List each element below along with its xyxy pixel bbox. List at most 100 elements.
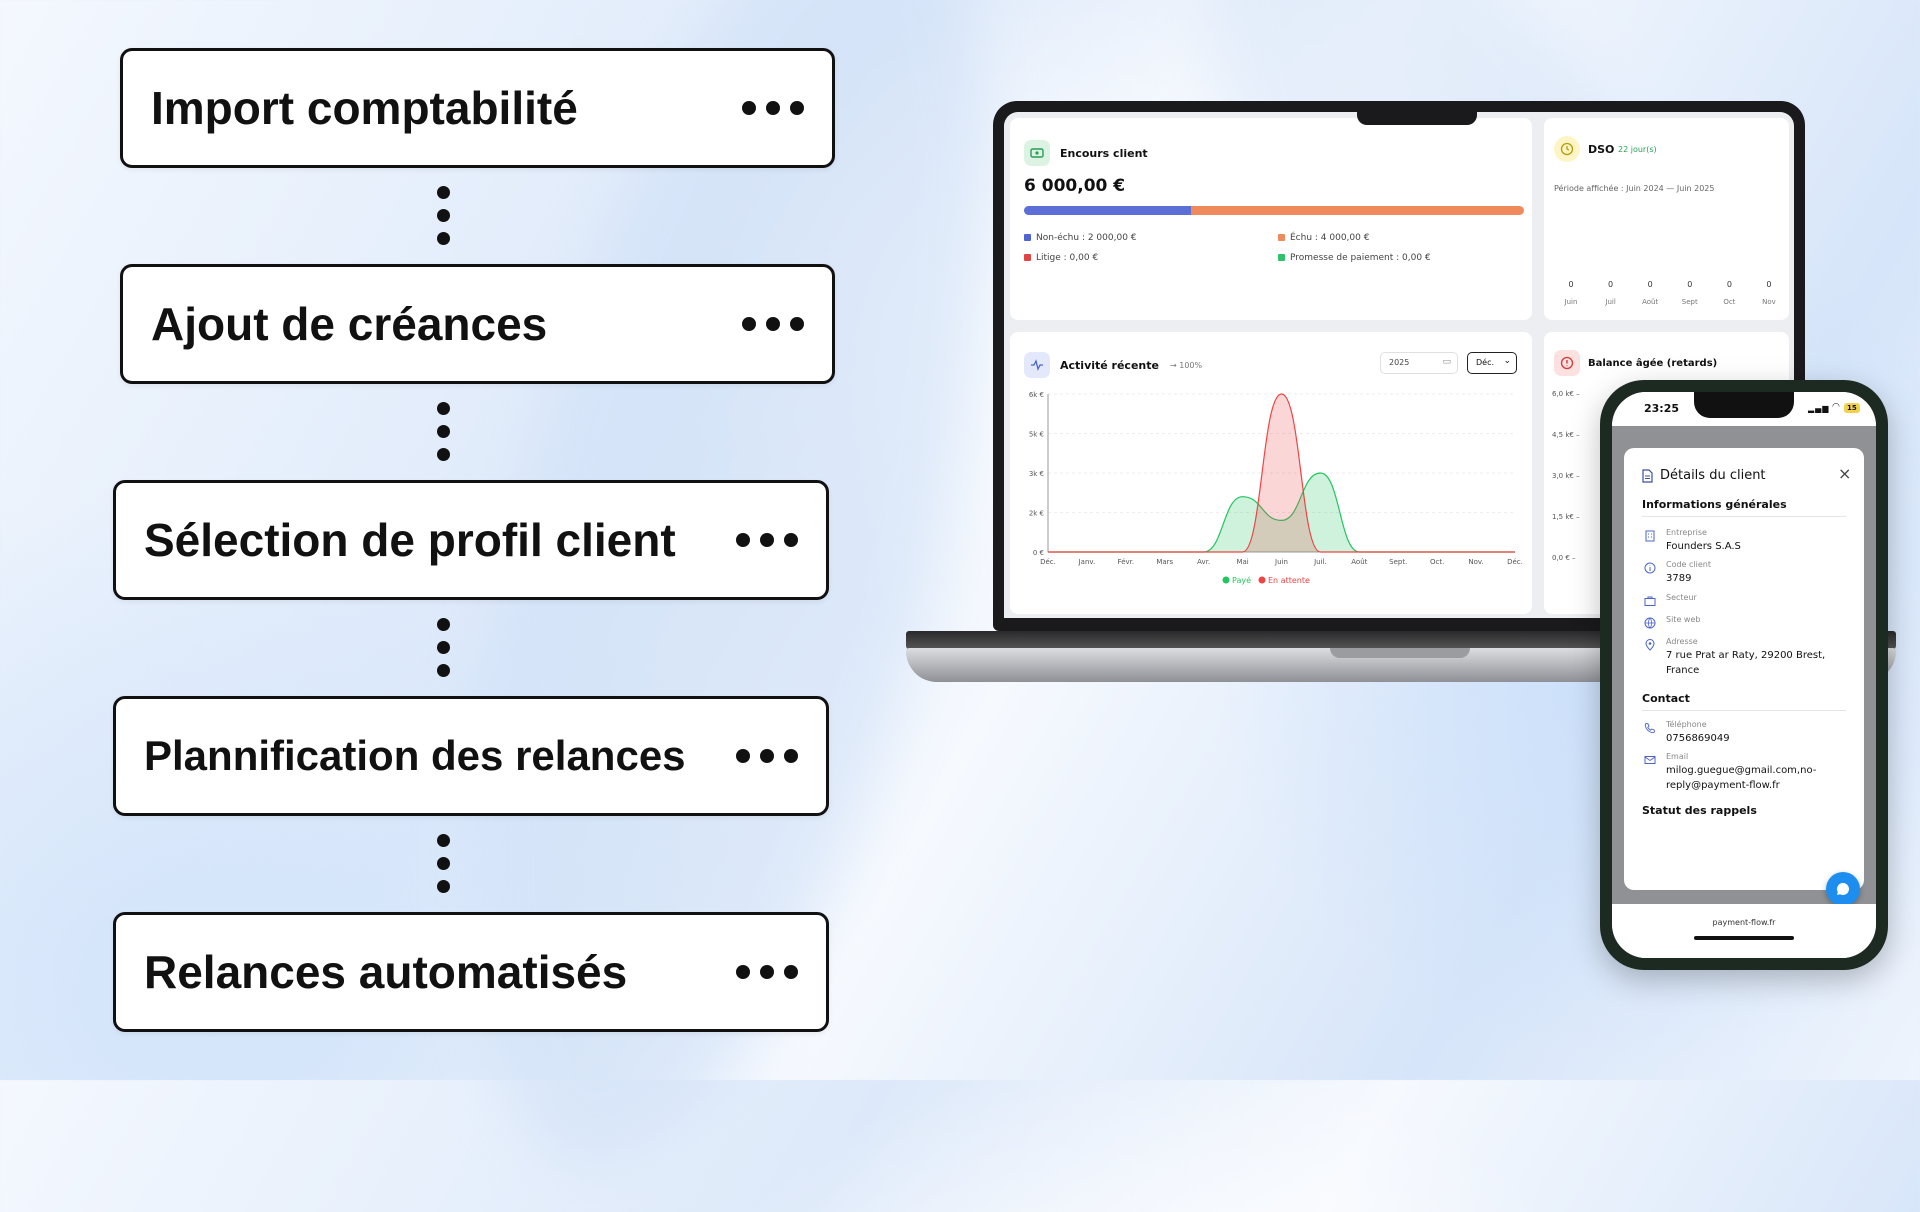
field-value: Founders S.A.S xyxy=(1666,541,1741,552)
x-tick-label: Mars xyxy=(1156,558,1173,566)
x-tick-label: Janv. xyxy=(1078,558,1096,566)
connector-dots xyxy=(437,186,451,245)
workflow-step-ajout[interactable]: Ajout de créances xyxy=(120,264,835,384)
dso-period: Période affichée : Juin 2024 — Juin 2025 xyxy=(1554,184,1715,193)
info-icon xyxy=(1644,562,1656,574)
dso-columns: 0 Juin 0 Juil 0 Août 0 Sept 0 Oct 0 Nov xyxy=(1556,280,1784,306)
balance-tick: 1,5 k€ – xyxy=(1552,513,1580,521)
balance-title: Balance âgée (retards) xyxy=(1588,358,1718,369)
series-area xyxy=(1048,473,1515,552)
chat-button[interactable] xyxy=(1826,872,1860,906)
x-tick-label: Juin xyxy=(1274,558,1288,566)
phone-notch xyxy=(1694,392,1794,418)
x-tick-label: Déc. xyxy=(1040,558,1056,566)
section-general: Informations générales xyxy=(1642,498,1787,511)
field-label: Téléphone xyxy=(1666,720,1707,729)
connector-dots xyxy=(437,402,451,461)
dso-month: Juin xyxy=(1564,298,1578,306)
legend-non-echu: Non-échu : 2 000,00 € xyxy=(1024,233,1137,243)
encours-amount: 6 000,00 € xyxy=(1024,176,1126,196)
balance-tick: 4,5 k€ – xyxy=(1552,431,1580,439)
more-options-icon[interactable] xyxy=(742,309,804,339)
x-tick-label: Avr. xyxy=(1197,558,1210,566)
field-label: Adresse xyxy=(1666,637,1698,646)
step-label: Import comptabilité xyxy=(151,82,578,134)
year-input[interactable]: 2025 ▭ xyxy=(1380,352,1458,374)
field-label: Secteur xyxy=(1666,593,1697,602)
y-tick-label: 5k € xyxy=(1029,431,1044,439)
close-icon[interactable]: × xyxy=(1838,464,1852,483)
legend-litige: Litige : 0,00 € xyxy=(1024,253,1098,263)
dso-month: Août xyxy=(1642,298,1659,306)
wifi-icon: ◠ xyxy=(1832,402,1840,412)
phone-icon xyxy=(1644,723,1655,734)
workflow-step-relances[interactable]: Relances automatisés xyxy=(113,912,829,1032)
balance-tick: 6,0 k€ – xyxy=(1552,390,1580,398)
chat-icon xyxy=(1836,883,1849,895)
field-label: Email xyxy=(1666,752,1689,761)
legend-marker xyxy=(1258,576,1266,584)
workflow-step-planification[interactable]: Plannification des relances xyxy=(113,696,829,816)
dso-month: Oct xyxy=(1723,298,1736,306)
sheet-title: Détails du client xyxy=(1660,468,1766,483)
browser-bar: payment-flow.fr xyxy=(1612,904,1876,958)
mail-icon xyxy=(1644,756,1656,764)
legend-label: En attente xyxy=(1268,576,1310,585)
balance-tick: 0,0 € – xyxy=(1552,554,1576,562)
dso-badge: 22 jour(s) xyxy=(1618,145,1657,154)
more-options-icon[interactable] xyxy=(742,93,804,123)
x-tick-label: Août xyxy=(1351,558,1367,566)
x-tick-label: Oct. xyxy=(1430,558,1444,566)
laptop-lip xyxy=(1330,648,1470,658)
encours-title: Encours client xyxy=(1060,147,1148,160)
field-entreprise: Entreprise Founders S.A.S xyxy=(1644,528,1741,554)
activity-card: Activité récente → 100% 2025 ▭ Déc. ⌄ 0 … xyxy=(1010,332,1532,614)
dso-month: Nov xyxy=(1762,298,1776,306)
activity-title: Activité récente xyxy=(1060,359,1159,372)
month-value: Déc. xyxy=(1476,358,1495,367)
workflow-step-selection[interactable]: Sélection de profil client xyxy=(113,480,829,600)
dso-card: DSO 22 jour(s) Période affichée : Juin 2… xyxy=(1544,118,1789,320)
field-value[interactable]: milog.guegue@gmail.com,no-reply@payment-… xyxy=(1666,765,1817,791)
legend-marker xyxy=(1222,576,1230,584)
x-tick-label: Déc. xyxy=(1507,558,1523,566)
url-text[interactable]: payment-flow.fr xyxy=(1712,918,1776,927)
dso-value: 0 xyxy=(1608,280,1614,289)
dso-column: 0 Juin xyxy=(1556,280,1586,306)
wallet-icon xyxy=(1024,140,1050,166)
status-bar: 23:25 ▂▄▆ ◠ 15 xyxy=(1612,392,1876,426)
legend-echu: Échu : 4 000,00 € xyxy=(1278,233,1369,243)
legend-promesse: Promesse de paiement : 0,00 € xyxy=(1278,253,1431,263)
document-icon xyxy=(1642,468,1653,487)
chevron-down-icon: ⌄ xyxy=(1503,356,1511,366)
dso-title: DSO xyxy=(1588,143,1615,156)
dso-value: 0 xyxy=(1568,280,1574,289)
field-value[interactable]: 0756869049 xyxy=(1666,733,1730,744)
step-label: Ajout de créances xyxy=(151,298,548,350)
activity-icon xyxy=(1024,352,1050,378)
phone-screen: 23:25 ▂▄▆ ◠ 15 Détails du client × Infor… xyxy=(1612,392,1876,958)
divider xyxy=(1642,516,1846,517)
dso-column: 0 Août xyxy=(1635,280,1665,306)
field-label: Code client xyxy=(1666,560,1711,569)
step-label: Relances automatisés xyxy=(144,946,628,998)
field-telephone: Téléphone 0756869049 xyxy=(1644,720,1730,746)
calendar-icon: ▭ xyxy=(1442,357,1451,367)
legend-text: Litige : 0,00 € xyxy=(1036,253,1099,263)
x-tick-label: Juil. xyxy=(1313,558,1327,566)
month-select[interactable]: Déc. ⌄ xyxy=(1467,352,1517,374)
more-options-icon[interactable] xyxy=(736,525,798,555)
connector-dots xyxy=(437,834,451,893)
y-tick-label: 2k € xyxy=(1029,510,1044,518)
dso-column: 0 Nov xyxy=(1754,280,1784,306)
divider xyxy=(1642,710,1846,711)
legend-text: Non-échu : 2 000,00 € xyxy=(1036,233,1137,243)
home-indicator[interactable] xyxy=(1694,936,1794,940)
field-value: 3789 xyxy=(1666,573,1692,584)
more-options-icon[interactable] xyxy=(736,957,798,987)
balance-tick: 3,0 k€ – xyxy=(1552,472,1580,480)
field-code: Code client 3789 xyxy=(1644,560,1711,586)
more-options-icon[interactable] xyxy=(736,741,798,771)
workflow-step-import[interactable]: Import comptabilité xyxy=(120,48,835,168)
year-value: 2025 xyxy=(1389,358,1410,367)
